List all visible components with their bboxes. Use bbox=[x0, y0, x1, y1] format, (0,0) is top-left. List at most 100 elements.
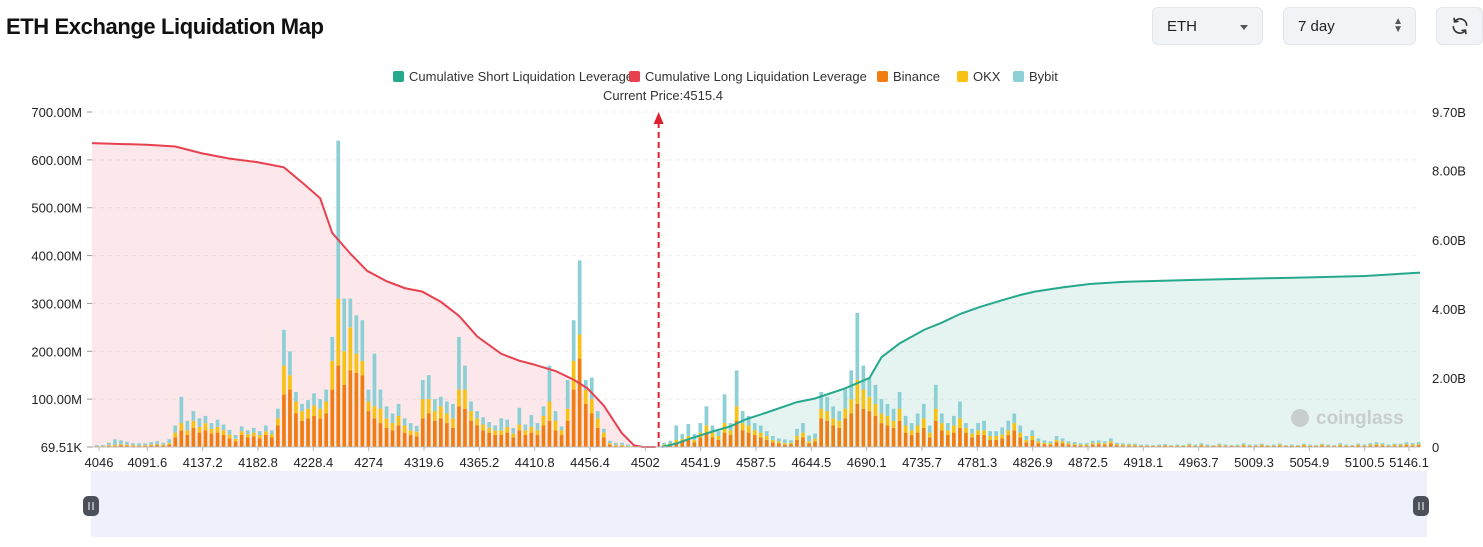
bar-binance bbox=[173, 437, 178, 447]
bar-bybit bbox=[1048, 441, 1053, 444]
bar-bybit bbox=[137, 443, 141, 446]
bar-bybit bbox=[185, 420, 190, 431]
x-tick-label: 4182.8 bbox=[238, 455, 278, 470]
bar-okx bbox=[565, 408, 570, 421]
bar-bybit bbox=[704, 406, 709, 426]
bar-okx bbox=[149, 444, 153, 446]
bar-bybit bbox=[547, 365, 552, 402]
bar-okx bbox=[131, 445, 135, 447]
bar-okx bbox=[239, 431, 244, 435]
bar-binance bbox=[716, 439, 721, 447]
bar-okx bbox=[95, 446, 99, 447]
bar-okx bbox=[789, 442, 793, 445]
bar-binance bbox=[529, 432, 534, 447]
bar-bybit bbox=[837, 411, 842, 421]
bar-binance bbox=[1356, 445, 1361, 447]
bar-okx bbox=[843, 408, 848, 419]
bar-binance bbox=[402, 432, 407, 447]
bar-bybit bbox=[771, 436, 775, 440]
bar-binance bbox=[282, 394, 286, 447]
coin-select[interactable]: ETH bbox=[1152, 7, 1263, 45]
legend-item: Cumulative Short Liquidation Leverage bbox=[393, 69, 633, 84]
bar-bybit bbox=[626, 444, 630, 446]
bar-okx bbox=[306, 408, 310, 419]
bar-bybit bbox=[1018, 425, 1023, 433]
bar-bybit bbox=[1308, 444, 1312, 446]
bar-bybit bbox=[674, 425, 679, 440]
bar-binance bbox=[547, 420, 552, 447]
bar-okx bbox=[233, 438, 238, 442]
bar-binance bbox=[879, 423, 884, 447]
bar-okx bbox=[867, 396, 872, 412]
bar-binance bbox=[698, 437, 703, 447]
zoom-handle-right[interactable] bbox=[1413, 496, 1429, 516]
bar-bybit bbox=[420, 380, 425, 400]
bar-okx bbox=[529, 426, 534, 433]
bar-okx bbox=[1356, 444, 1361, 446]
bar-bybit bbox=[1133, 443, 1137, 445]
bar-bybit bbox=[173, 425, 178, 433]
bar-okx bbox=[927, 432, 932, 438]
bar-binance bbox=[1012, 430, 1017, 448]
bar-bybit bbox=[801, 423, 805, 433]
bar-bybit bbox=[602, 428, 606, 433]
bar-bybit bbox=[426, 375, 431, 400]
bar-okx bbox=[330, 360, 335, 390]
bar-bybit bbox=[433, 399, 437, 412]
refresh-button[interactable] bbox=[1436, 7, 1483, 45]
bar-okx bbox=[1332, 445, 1336, 447]
bar-binance bbox=[191, 427, 196, 447]
range-select[interactable]: 7 day ▲ ▼ bbox=[1283, 7, 1416, 45]
bar-binance bbox=[1006, 435, 1011, 447]
bar-okx bbox=[1084, 444, 1089, 446]
bar-bybit bbox=[1042, 440, 1047, 443]
bar-bybit bbox=[1187, 443, 1192, 445]
zoom-slider[interactable] bbox=[83, 471, 1429, 537]
bar-bybit bbox=[1247, 444, 1252, 446]
bar-bybit bbox=[523, 424, 528, 431]
bar-bybit bbox=[167, 439, 172, 444]
bar-binance bbox=[125, 445, 129, 447]
bar-bybit bbox=[565, 380, 570, 409]
bar-bybit bbox=[1054, 436, 1059, 440]
bar-okx bbox=[475, 418, 479, 426]
bar-bybit bbox=[595, 411, 600, 419]
bar-binance bbox=[777, 443, 781, 447]
bar-binance bbox=[1090, 444, 1095, 447]
bar-okx bbox=[1278, 444, 1282, 446]
bar-okx bbox=[849, 399, 854, 414]
y-right-tick-label: 0 bbox=[1432, 440, 1439, 455]
bar-binance bbox=[1398, 445, 1403, 447]
bar-bybit bbox=[1030, 430, 1035, 436]
zoom-handle-left[interactable] bbox=[83, 496, 99, 516]
bar-binance bbox=[1109, 443, 1113, 447]
bar-binance bbox=[1066, 444, 1071, 447]
bar-binance bbox=[1072, 445, 1077, 447]
bar-binance bbox=[1404, 445, 1409, 447]
bar-binance bbox=[915, 432, 920, 447]
bar-binance bbox=[493, 435, 497, 447]
bar-bybit bbox=[897, 392, 902, 409]
x-tick-label: 4228.4 bbox=[293, 455, 333, 470]
bar-binance bbox=[1278, 445, 1282, 447]
bar-binance bbox=[740, 430, 745, 448]
bar-bybit bbox=[1223, 444, 1228, 446]
bar-binance bbox=[535, 435, 540, 447]
bar-bybit bbox=[1096, 440, 1101, 443]
bar-bybit bbox=[825, 396, 829, 412]
bar-binance bbox=[372, 418, 377, 447]
bar-bybit bbox=[336, 140, 341, 299]
bar-binance bbox=[1036, 443, 1041, 447]
bar-okx bbox=[1416, 444, 1421, 446]
chart-legend: Cumulative Short Liquidation Leverage Cum… bbox=[393, 69, 1058, 84]
x-tick-label: 4541.9 bbox=[681, 455, 721, 470]
bar-bybit bbox=[807, 435, 811, 442]
bar-bybit bbox=[861, 365, 866, 390]
bar-okx bbox=[457, 389, 461, 407]
legend-label: Bybit bbox=[1029, 69, 1058, 84]
bar-binance bbox=[608, 444, 612, 447]
bar-binance bbox=[511, 437, 516, 447]
bar-bybit bbox=[300, 403, 304, 412]
bar-binance bbox=[1024, 442, 1029, 447]
bar-okx bbox=[758, 432, 763, 438]
